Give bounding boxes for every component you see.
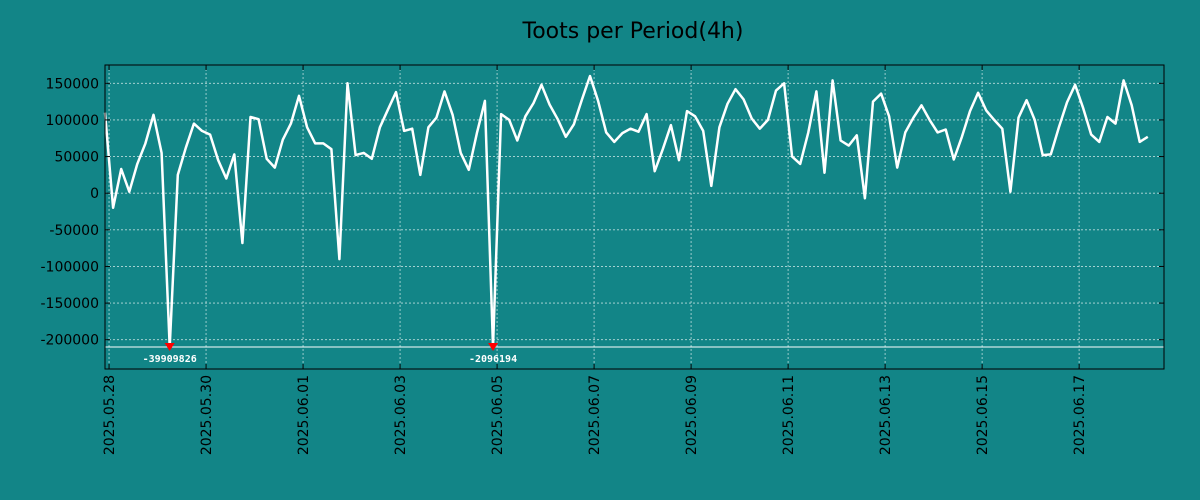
x-tick-label: 2025.05.28 <box>102 375 118 455</box>
x-tick-label: 2025.06.17 <box>1072 375 1088 455</box>
x-tick-label: 2025.06.07 <box>587 375 603 455</box>
y-axis: 150000 100000 50000 0 -50000 -100000 -150000 -2… <box>41 76 1164 349</box>
x-tick-label: 2025.06.11 <box>781 375 797 455</box>
x-tick-label: 2025.06.15 <box>975 375 991 455</box>
y-tick-label: -150000 <box>41 296 100 312</box>
x-tick-label: 2025.06.01 <box>296 375 312 455</box>
minimum-annotation: -2096194 <box>469 354 517 365</box>
y-tick-label: 100000 <box>46 113 99 129</box>
x-axis: 2025.05.28 2025.05.30 2025.06.01 2025.06.03… <box>102 65 1088 455</box>
minimum-annotation: -39909826 <box>143 354 197 365</box>
marker-layer: -39909826 -2096194 <box>143 343 517 365</box>
grid-layer <box>105 65 1164 369</box>
x-tick-label: 2025.06.13 <box>878 375 894 455</box>
series-line-toots <box>103 74 1149 349</box>
y-tick-label: -50000 <box>49 223 99 239</box>
plot-frame <box>104 64 1165 370</box>
y-tick-label: -200000 <box>41 333 100 349</box>
x-tick-label: 2025.06.09 <box>684 375 700 455</box>
y-tick-label: 50000 <box>54 150 99 166</box>
y-tick-label: -100000 <box>41 259 100 275</box>
chart-title: Toots per Period(4h) <box>522 19 744 44</box>
x-tick-label: 2025.05.30 <box>199 375 215 455</box>
minimum-marker <box>488 343 499 352</box>
minimum-marker <box>164 343 175 352</box>
y-tick-label: 0 <box>90 186 99 202</box>
x-tick-label: 2025.06.05 <box>490 375 506 455</box>
x-tick-label: 2025.06.03 <box>393 375 409 455</box>
y-tick-label: 150000 <box>46 76 99 92</box>
